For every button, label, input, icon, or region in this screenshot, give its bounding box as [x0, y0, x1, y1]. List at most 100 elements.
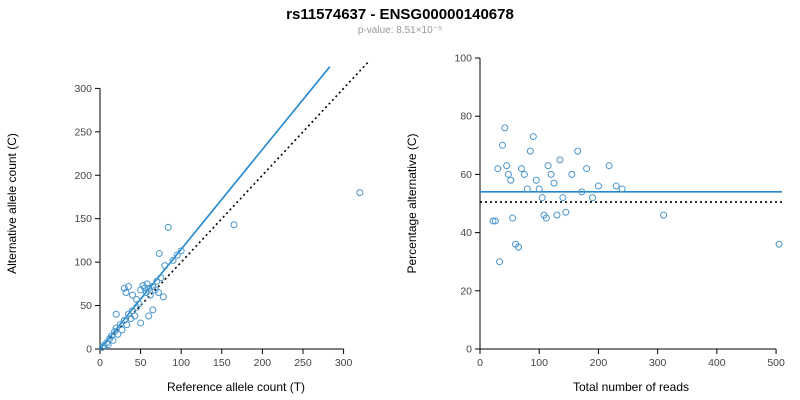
- data-point: [547, 170, 555, 178]
- data-point: [356, 189, 364, 197]
- identity-line: [99, 61, 369, 350]
- data-point: [562, 208, 570, 216]
- data-point: [154, 289, 162, 297]
- y-tick-label: 200: [74, 170, 92, 182]
- figure-subtitle: p-value: 8.51×10⁻⁵: [357, 25, 443, 36]
- data-point: [542, 214, 550, 222]
- data-point: [775, 240, 783, 248]
- x-tick-label: 200: [254, 357, 272, 369]
- x-tick-label: 500: [767, 357, 785, 369]
- data-point: [520, 170, 528, 178]
- data-point: [529, 133, 537, 141]
- data-point: [544, 162, 552, 170]
- data-point: [523, 185, 531, 193]
- data-point: [496, 258, 504, 266]
- data-point: [553, 211, 561, 219]
- y-tick-label: 100: [454, 53, 472, 65]
- data-point: [104, 341, 112, 349]
- data-point: [605, 162, 613, 170]
- x-tick-label: 200: [590, 357, 608, 369]
- data-point: [169, 256, 177, 264]
- data-point: [161, 262, 169, 270]
- data-point: [137, 319, 145, 327]
- data-point: [568, 170, 576, 178]
- data-point: [230, 221, 238, 229]
- x-axis-title: Total number of reads: [573, 380, 689, 394]
- data-point: [107, 332, 115, 340]
- x-tick-label: 150: [213, 357, 231, 369]
- data-point: [149, 306, 157, 314]
- data-point: [517, 165, 525, 173]
- data-point: [509, 214, 517, 222]
- data-point: [618, 185, 626, 193]
- data-point: [143, 280, 151, 288]
- data-point: [491, 217, 499, 225]
- y-tick-label: 0: [86, 344, 92, 356]
- y-tick-label: 100: [74, 257, 92, 269]
- data-point: [489, 217, 497, 225]
- data-point: [145, 312, 153, 320]
- y-axis-title: Percentage alternative (C): [405, 133, 419, 273]
- data-point: [135, 300, 143, 308]
- y-tick-label: 80: [460, 111, 472, 123]
- data-point: [157, 274, 165, 282]
- data-point: [535, 185, 543, 193]
- x-tick-label: 100: [530, 357, 548, 369]
- data-point: [499, 141, 507, 149]
- data-point: [122, 289, 130, 297]
- data-point: [532, 176, 540, 184]
- data-point: [583, 165, 591, 173]
- data-point: [128, 291, 136, 299]
- data-point: [164, 223, 172, 231]
- data-point: [594, 182, 602, 190]
- y-tick-label: 250: [74, 126, 92, 138]
- y-axis-title: Alternative allele count (C): [5, 133, 19, 274]
- data-point: [504, 170, 512, 178]
- x-tick-label: 100: [172, 357, 190, 369]
- x-tick-label: 300: [649, 357, 667, 369]
- data-point: [494, 165, 502, 173]
- data-point: [526, 147, 534, 155]
- y-tick-label: 150: [74, 213, 92, 225]
- y-tick-label: 300: [74, 83, 92, 95]
- x-axis-title: Reference allele count (T): [167, 380, 305, 394]
- data-point: [507, 176, 515, 184]
- data-point: [589, 194, 597, 202]
- allele-count-scatter-chart: 0 50 100 150 200 250 300 0 50 100 150 200 250 300 Refe…: [5, 61, 369, 394]
- x-tick-label: 300: [335, 357, 353, 369]
- data-point: [112, 310, 120, 318]
- data-point: [114, 330, 122, 338]
- data-point: [155, 249, 163, 257]
- y-tick-label: 20: [460, 285, 472, 297]
- figure-title: rs11574637 - ENSG00000140678: [286, 6, 514, 23]
- x-tick-label: 400: [708, 357, 726, 369]
- data-point: [501, 124, 509, 132]
- x-tick-label: 0: [477, 357, 483, 369]
- fit-line: [99, 66, 331, 350]
- data-point: [159, 293, 167, 301]
- y-tick-label: 50: [80, 300, 92, 312]
- data-point: [146, 291, 154, 299]
- data-point: [538, 194, 546, 202]
- data-point: [124, 282, 132, 290]
- data-point: [123, 321, 131, 329]
- data-point: [514, 243, 522, 251]
- x-tick-label: 0: [97, 357, 103, 369]
- data-point: [102, 339, 110, 347]
- data-point: [109, 336, 117, 344]
- data-point: [118, 326, 126, 334]
- data-point: [98, 343, 106, 351]
- percentage-reads-scatter-chart: 0 100 200 300 400 500 0 20 40 60 80 100 Total number…: [405, 53, 785, 395]
- data-point: [173, 251, 181, 259]
- data-point: [120, 284, 128, 292]
- data-point: [177, 247, 185, 255]
- y-tick-label: 0: [466, 344, 472, 356]
- y-tick-label: 60: [460, 169, 472, 181]
- data-point: [574, 147, 582, 155]
- data-point: [153, 277, 161, 285]
- chart-row: 0 50 100 150 200 250 300 0 50 100 150 200 250 300 Refe…: [0, 46, 800, 400]
- data-point: [578, 188, 586, 196]
- data-point: [612, 182, 620, 190]
- data-point: [559, 194, 567, 202]
